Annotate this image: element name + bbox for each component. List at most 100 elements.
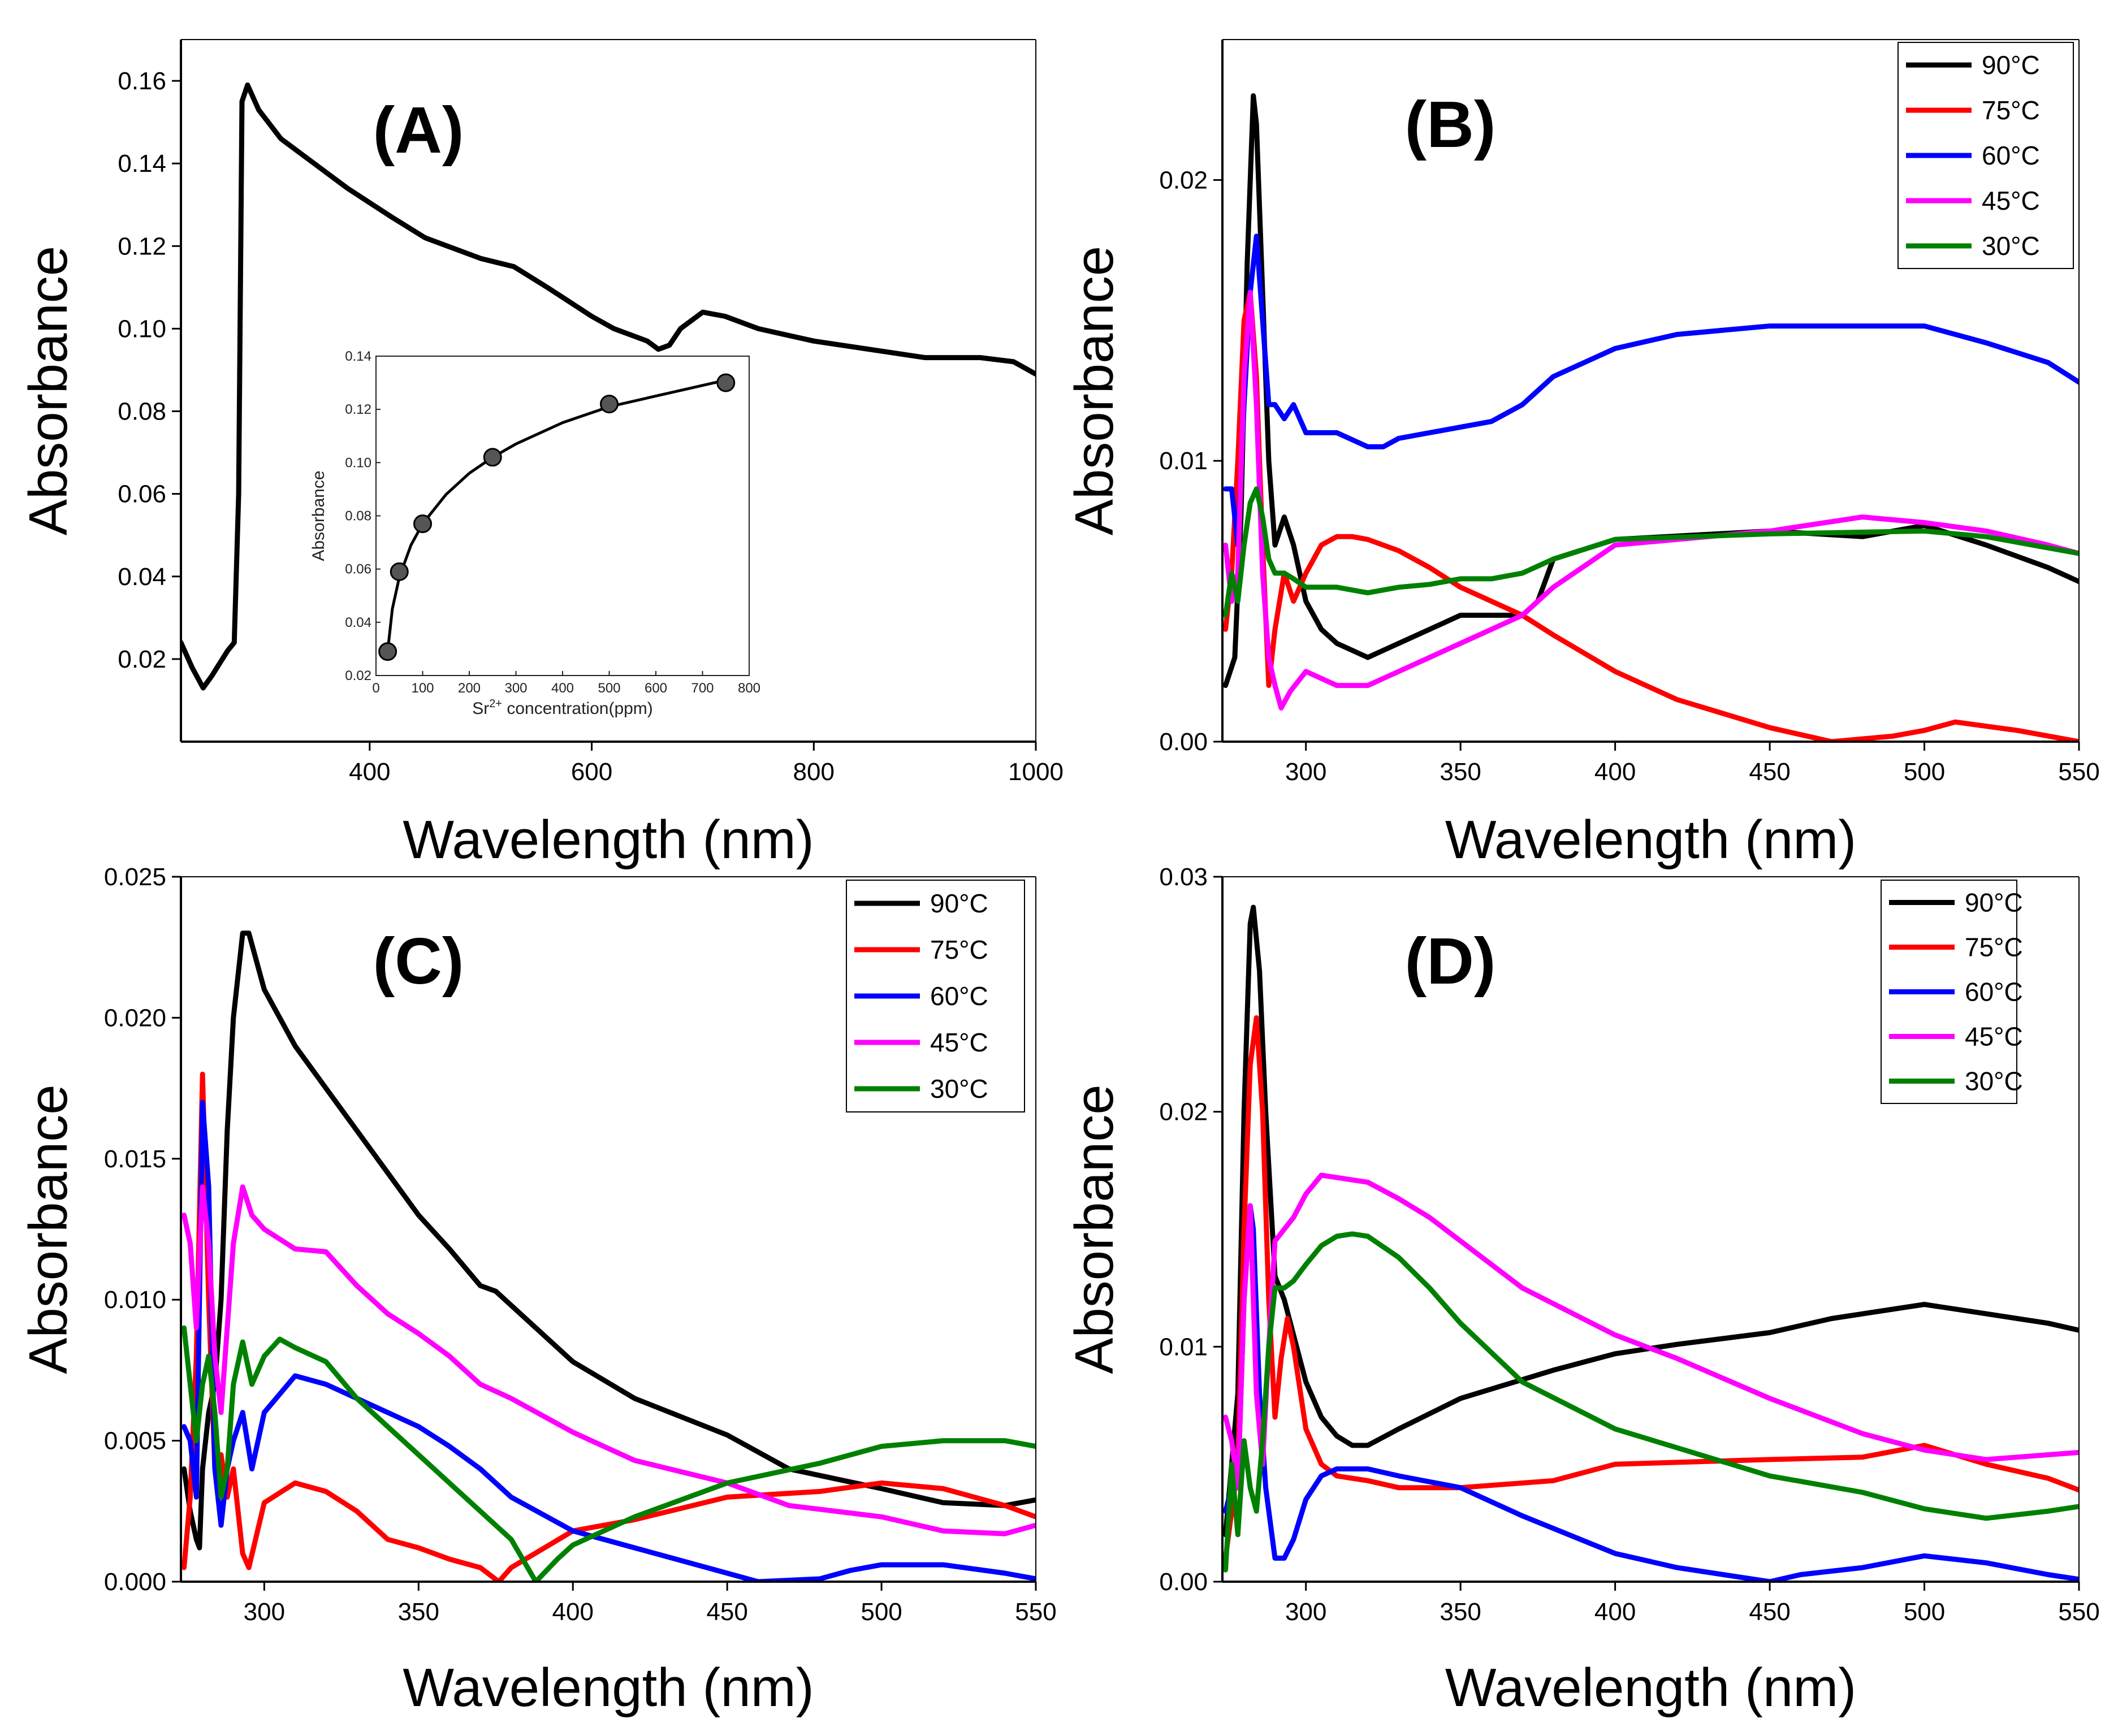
y-tick-label: 0.02 <box>1159 166 1208 194</box>
legend-label: 75°C <box>930 935 988 964</box>
inset-y-tick-label: 0.02 <box>345 668 371 683</box>
y-tick-label: 0.00 <box>1159 1568 1208 1596</box>
series-line-90c <box>181 930 1036 1551</box>
y-tick-label: 0.10 <box>118 315 166 343</box>
legend-label: 90°C <box>930 889 988 918</box>
legend-label: 30°C <box>1982 231 2040 261</box>
x-tick-label: 400 <box>1594 1598 1636 1626</box>
y-axis-title: Absorbance <box>1064 246 1125 535</box>
y-tick-label: 0.16 <box>118 67 166 95</box>
inset-data-point <box>483 448 502 467</box>
x-tick-label: 300 <box>1285 1598 1326 1626</box>
panel-c: 300 350 400 450 500 550 0.000 0.005 0.010 0.015 0.… <box>18 863 1057 1718</box>
inset-x-tick-label: 500 <box>598 681 620 696</box>
x-tick-label: 450 <box>1749 1598 1790 1626</box>
legend-label: 30°C <box>1965 1067 2023 1096</box>
inset-data-point <box>378 642 397 661</box>
inset-chart: 0 100 200 300 400 500 600 700 800 0.02 0.04 0.06 0.0… <box>309 349 760 718</box>
series-line-30c <box>1223 1231 2079 1573</box>
inset-data-point <box>600 395 619 414</box>
y-tick-label: 0.02 <box>1159 1098 1208 1126</box>
panel-a: 400 600 800 10000.020.040.060.080.100.120.1… <box>18 39 1064 870</box>
legend-label: 90°C <box>1965 888 2023 917</box>
legend-label: 45°C <box>1965 1022 2023 1051</box>
legend: 90°C 75°C 60°C 45°C 30°C <box>1897 42 2074 269</box>
series-line-45c <box>181 1184 1036 1536</box>
inset-x-tick-label: 700 <box>691 681 714 696</box>
inset-data-point <box>716 373 736 392</box>
legend-label: 75°C <box>1965 933 2023 962</box>
legend-label: 90°C <box>1982 50 2040 80</box>
x-axis-title: Wavelength (nm) <box>403 809 814 870</box>
legend-label: 45°C <box>930 1028 988 1057</box>
x-tick-label: 550 <box>2058 1598 2099 1626</box>
x-axis-title: Wavelength (nm) <box>1445 809 1856 870</box>
legend-label: 45°C <box>1982 186 2040 215</box>
inset-y-tick-label: 0.14 <box>345 349 371 364</box>
legend: 90°C 75°C 60°C 45°C 30°C <box>1881 880 2023 1104</box>
y-tick-label: 0.01 <box>1159 1333 1208 1361</box>
x-tick-label: 400 <box>349 758 390 786</box>
inset-x-tick-label: 800 <box>738 681 760 696</box>
series-line-90c <box>1223 904 2079 1538</box>
y-tick-label: 0.08 <box>118 398 166 426</box>
panel-label: (D) <box>1404 924 1495 998</box>
y-axis-title: Absorbance <box>18 246 79 535</box>
y-tick-label: 0.06 <box>118 480 166 508</box>
panel-label: (A) <box>373 93 464 167</box>
inset-x-tick-label: 300 <box>504 681 527 696</box>
x-tick-label: 350 <box>1440 758 1481 786</box>
x-axis-title: Wavelength (nm) <box>1445 1657 1856 1718</box>
panel-label: (C) <box>373 924 464 998</box>
y-tick-label: 0.015 <box>104 1145 166 1173</box>
legend: 90°C 75°C 60°C 45°C 30°C <box>846 880 1025 1112</box>
series-line-75c <box>181 1071 1036 1582</box>
inset-y-axis-title: Absorbance <box>309 470 328 561</box>
panel-b: 300 350 400 450 500 550 0.00 0.01 0.02 Wavelength… <box>1064 39 2100 870</box>
legend-label: 30°C <box>930 1074 988 1103</box>
inset-y-tick-label: 0.08 <box>345 509 371 524</box>
x-tick-label: 500 <box>861 1598 902 1626</box>
panel-d: 300 350 400 450 500 550 0.00 0.01 0.02 0.03 Wavele… <box>1064 863 2100 1718</box>
series-line-30c <box>1223 486 2079 618</box>
y-tick-label: 0.000 <box>104 1568 166 1596</box>
y-tick-label: 0.010 <box>104 1286 166 1314</box>
inset-y-tick-label: 0.04 <box>345 615 371 630</box>
inset-x-tick-label: 200 <box>458 681 481 696</box>
series-line-45c <box>1223 1172 2079 1491</box>
legend-label: 60°C <box>930 981 988 1011</box>
x-tick-label: 550 <box>1015 1598 1056 1626</box>
x-tick-label: 550 <box>2058 758 2099 786</box>
series-line-30c <box>181 1325 1036 1582</box>
x-tick-label: 800 <box>793 758 835 786</box>
inset-x-tick-label: 400 <box>551 681 574 696</box>
y-tick-label: 0.03 <box>1159 863 1208 891</box>
y-axis-title: Absorbance <box>18 1084 79 1374</box>
y-tick-label: 0.01 <box>1159 447 1208 475</box>
series-line-60c <box>181 1099 1036 1582</box>
inset-y-tick-label: 0.12 <box>345 402 371 417</box>
legend-label: 75°C <box>1982 96 2040 125</box>
x-tick-label: 400 <box>552 1598 594 1626</box>
x-tick-label: 450 <box>706 1598 747 1626</box>
series-line-60c <box>1223 1203 2079 1582</box>
panel-label: (B) <box>1404 88 1495 161</box>
y-tick-label: 0.12 <box>118 232 166 260</box>
x-tick-label: 350 <box>1440 1598 1481 1626</box>
inset-x-tick-label: 0 <box>372 681 379 696</box>
y-tick-label: 0.005 <box>104 1427 166 1455</box>
legend-label: 60°C <box>1965 977 2023 1007</box>
y-tick-label: 0.14 <box>118 150 166 178</box>
y-tick-label: 0.00 <box>1159 728 1208 756</box>
x-tick-label: 500 <box>1904 758 1945 786</box>
x-tick-label: 600 <box>571 758 612 786</box>
inset-y-tick-label: 0.10 <box>345 455 371 470</box>
inset-frame <box>375 356 750 676</box>
legend-label: 60°C <box>1982 141 2040 170</box>
series-line-75c <box>1223 1015 2079 1561</box>
inset-data-point <box>390 562 409 581</box>
inset-y-tick-label: 0.06 <box>345 562 371 577</box>
x-tick-label: 500 <box>1904 1598 1945 1626</box>
x-tick-label: 400 <box>1594 758 1636 786</box>
x-tick-label: 350 <box>398 1598 439 1626</box>
